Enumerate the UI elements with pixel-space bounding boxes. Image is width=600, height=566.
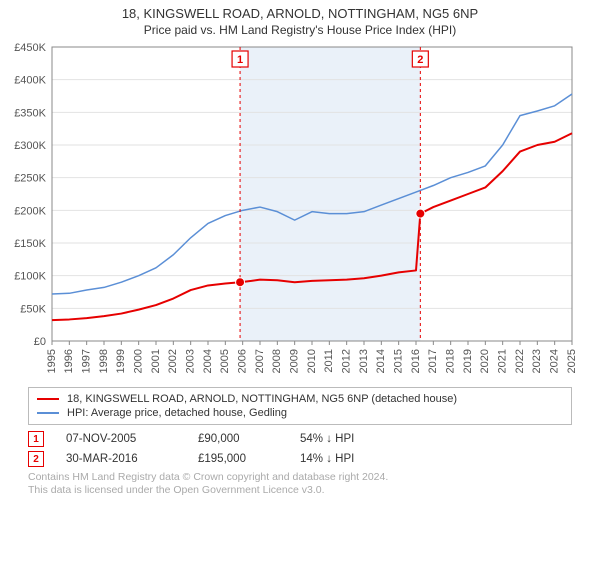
- sale-row: 2 30-MAR-2016 £195,000 14% ↓ HPI: [28, 449, 572, 469]
- sale-marker-2: 2: [28, 451, 44, 467]
- svg-text:2: 2: [417, 54, 423, 66]
- svg-text:£0: £0: [34, 336, 46, 348]
- sale-date: 30-MAR-2016: [66, 453, 176, 465]
- svg-text:2002: 2002: [167, 349, 179, 373]
- svg-text:2018: 2018: [445, 349, 457, 373]
- svg-text:2011: 2011: [323, 349, 335, 373]
- sale-date: 07-NOV-2005: [66, 433, 176, 445]
- legend-label: 18, KINGSWELL ROAD, ARNOLD, NOTTINGHAM, …: [67, 393, 457, 405]
- legend-swatch: [37, 398, 59, 400]
- svg-text:2023: 2023: [531, 349, 543, 373]
- svg-text:£150K: £150K: [14, 238, 46, 250]
- sale-price: £90,000: [198, 433, 278, 445]
- sale-diff: 54% ↓ HPI: [300, 433, 420, 445]
- svg-text:£450K: £450K: [14, 42, 46, 54]
- svg-text:2021: 2021: [497, 349, 509, 373]
- sale-row: 1 07-NOV-2005 £90,000 54% ↓ HPI: [28, 429, 572, 449]
- page-title: 18, KINGSWELL ROAD, ARNOLD, NOTTINGHAM, …: [0, 6, 600, 21]
- svg-text:2010: 2010: [306, 349, 318, 373]
- svg-text:2016: 2016: [410, 349, 422, 373]
- sale-diff: 14% ↓ HPI: [300, 453, 420, 465]
- svg-text:1995: 1995: [46, 349, 58, 373]
- svg-text:2001: 2001: [150, 349, 162, 373]
- svg-text:£100K: £100K: [14, 271, 46, 283]
- svg-text:2015: 2015: [393, 349, 405, 373]
- footnote: Contains HM Land Registry data © Crown c…: [28, 471, 572, 497]
- svg-text:1: 1: [237, 54, 243, 66]
- svg-text:£350K: £350K: [14, 107, 46, 119]
- svg-text:2000: 2000: [133, 349, 145, 373]
- svg-text:2022: 2022: [514, 349, 526, 373]
- svg-text:2013: 2013: [358, 349, 370, 373]
- svg-text:2019: 2019: [462, 349, 474, 373]
- footnote-line: This data is licensed under the Open Gov…: [28, 484, 572, 497]
- legend-item: 18, KINGSWELL ROAD, ARNOLD, NOTTINGHAM, …: [37, 392, 563, 406]
- svg-text:1996: 1996: [63, 349, 75, 373]
- svg-text:£300K: £300K: [14, 140, 46, 152]
- svg-text:£50K: £50K: [20, 303, 46, 315]
- svg-text:2009: 2009: [289, 349, 301, 373]
- svg-text:2008: 2008: [271, 349, 283, 373]
- svg-text:1997: 1997: [81, 349, 93, 373]
- svg-text:2007: 2007: [254, 349, 266, 373]
- legend-swatch: [37, 412, 59, 414]
- page-subtitle: Price paid vs. HM Land Registry's House …: [0, 23, 600, 37]
- svg-text:2012: 2012: [341, 349, 353, 373]
- svg-text:2006: 2006: [237, 349, 249, 373]
- svg-text:£250K: £250K: [14, 173, 46, 185]
- svg-text:£200K: £200K: [14, 205, 46, 217]
- svg-text:2020: 2020: [479, 349, 491, 373]
- svg-text:2025: 2025: [566, 349, 578, 373]
- chart-legend: 18, KINGSWELL ROAD, ARNOLD, NOTTINGHAM, …: [28, 387, 572, 425]
- svg-text:£400K: £400K: [14, 75, 46, 87]
- svg-text:1998: 1998: [98, 349, 110, 373]
- sales-table: 1 07-NOV-2005 £90,000 54% ↓ HPI 2 30-MAR…: [28, 429, 572, 469]
- sale-marker-1: 1: [28, 431, 44, 447]
- price-chart: £0 £50K £100K £150K £200K £250K £300K £350K £400…: [6, 41, 590, 381]
- legend-item: HPI: Average price, detached house, Gedl…: [37, 406, 563, 420]
- legend-label: HPI: Average price, detached house, Gedl…: [67, 407, 287, 419]
- svg-text:2005: 2005: [219, 349, 231, 373]
- svg-text:2024: 2024: [549, 349, 561, 373]
- svg-text:2014: 2014: [375, 349, 387, 373]
- svg-text:2003: 2003: [185, 349, 197, 373]
- svg-text:1999: 1999: [115, 349, 127, 373]
- svg-text:2017: 2017: [427, 349, 439, 373]
- sale-price: £195,000: [198, 453, 278, 465]
- footnote-line: Contains HM Land Registry data © Crown c…: [28, 471, 572, 484]
- svg-text:2004: 2004: [202, 349, 214, 373]
